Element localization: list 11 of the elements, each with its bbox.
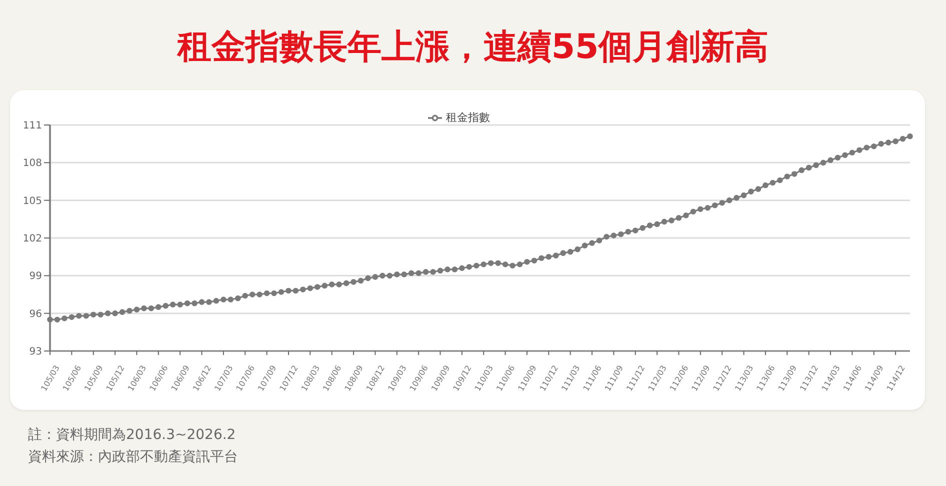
y-tick-label: 99 [29,271,42,282]
text: 註：資料期間為2016.3~2026.2 [28,426,236,444]
y-tick-label: 96 [29,308,42,320]
y-tick-label: 102 [22,234,42,245]
chart-title: 租金指數長年上漲，連續55個月創新高 [176,26,770,69]
legend-label: 租金指數 [446,111,490,124]
y-tick-label: 93 [29,346,42,358]
y-tick-label: 108 [22,158,42,170]
y-tick-label: 105 [22,196,42,207]
source-note: 資料來源：內政部不動產資訊平台 [28,448,238,466]
y-tick-label: 111 [22,120,42,132]
